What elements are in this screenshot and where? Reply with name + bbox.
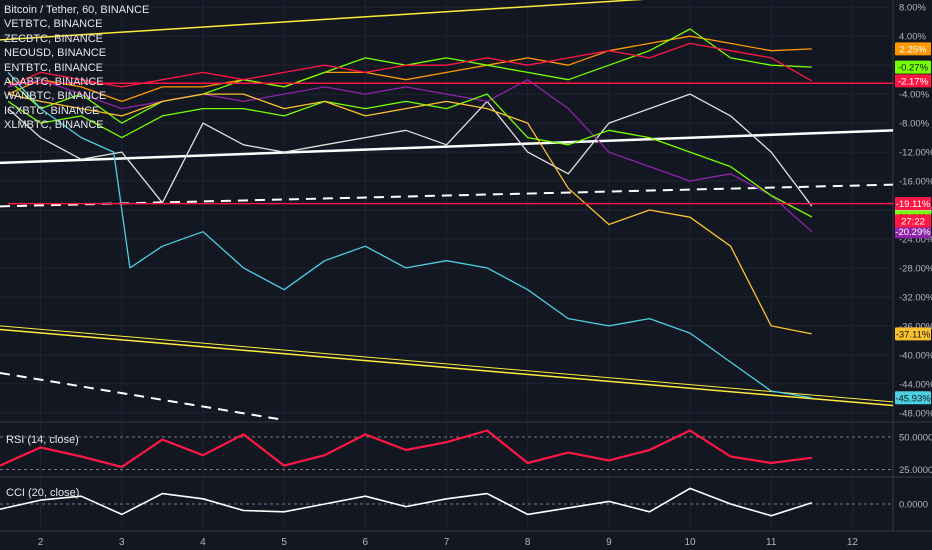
rsi-line: [0, 429, 812, 468]
x-tick-label: 5: [281, 537, 287, 548]
trend-line-white: [0, 129, 894, 165]
series-line-5: [7, 93, 813, 218]
x-tick-label: 10: [684, 537, 696, 548]
x-tick-label: 3: [119, 537, 125, 548]
x-tick-label: 12: [847, 537, 859, 548]
legend-title: Bitcoin / Tether, 60, BINANCE: [4, 4, 150, 16]
legend: Bitcoin / Tether, 60, BINANCE VETBTC, BI…: [4, 3, 149, 133]
x-tick-label: 6: [363, 537, 369, 548]
y-tick-label: -12.00%: [899, 148, 932, 159]
countdown-label: 27:22: [901, 216, 925, 227]
y-tick-label: -48.00%: [899, 408, 932, 419]
legend-item: ICXBTC, BINANCE: [4, 104, 100, 117]
series-line-0: [7, 35, 812, 103]
trend-line-white-dashed: [0, 183, 894, 208]
x-tick-label: 9: [606, 537, 612, 548]
series-line-4: [7, 79, 813, 233]
legend-item: XLMBTC, BINANCE: [4, 119, 104, 132]
x-tick-label: 7: [444, 537, 450, 548]
last-value-badge: [895, 74, 931, 88]
trend-line-white-dashed-lower: [0, 371, 285, 421]
y-tick-label: -40.00%: [899, 350, 932, 361]
series-line-3: [7, 93, 813, 207]
y-tick-label: 50.0000: [899, 433, 932, 444]
y-tick-label: -28.00%: [899, 263, 932, 274]
legend-item: ZECBTC, BINANCE: [4, 32, 104, 45]
series-line-6: [7, 93, 812, 335]
y-tick-label: -44.00%: [899, 379, 932, 390]
trend-line-lower-yellow-2: [0, 325, 894, 403]
last-value-badge: [895, 60, 931, 74]
last-value-badge: [895, 391, 931, 405]
series-line-7: [7, 71, 812, 399]
series-line-2: [7, 42, 813, 88]
last-value-label: -2.17%: [898, 76, 929, 87]
y-tick-label: 25.0000: [899, 465, 932, 476]
countdown-badge: [895, 214, 931, 228]
last-value-badge: [895, 327, 931, 341]
y-tick-label: -32.00%: [899, 292, 932, 303]
last-value-label: -20.29%: [895, 227, 931, 238]
legend-item: VETBTC, BINANCE: [4, 18, 103, 31]
last-value-badge: [895, 197, 931, 211]
y-tick-label: -36.00%: [899, 321, 932, 332]
last-value-label: -45.93%: [895, 393, 931, 404]
legend-item: NEOUSD, BINANCE: [4, 47, 107, 60]
last-value-badge: [895, 225, 931, 239]
x-tick-label: 8: [525, 537, 531, 548]
rsi-label: RSI (14, close): [6, 434, 79, 446]
x-tick-label: 4: [200, 537, 206, 548]
last-value-label: -0.27%: [898, 63, 929, 74]
last-value-badge: [895, 42, 931, 56]
x-tick-label: 11: [766, 537, 777, 548]
x-tick-label: 2: [38, 537, 44, 548]
cci-line: [0, 487, 813, 517]
last-value-label: -37.11%: [896, 329, 931, 340]
y-tick-label: -16.00%: [899, 177, 932, 188]
legend-item: ADABTC, BINANCE: [4, 76, 104, 89]
cci-label: CCI (20, close): [6, 487, 80, 499]
last-value-label: 2.25%: [900, 44, 927, 55]
legend-item: ENTBTC, BINANCE: [4, 61, 104, 74]
trend-line-upper-yellow: [0, 0, 645, 41]
y-tick-label: 8.00%: [899, 3, 926, 14]
y-tick-label: 4.00%: [899, 32, 926, 43]
y-tick-label: -24.00%: [899, 234, 932, 245]
y-tick-label: -4.00%: [899, 90, 930, 101]
y-tick-label: -8.00%: [899, 119, 930, 130]
trend-line-lower-yellow: [0, 328, 894, 407]
legend-item: WANBTC, BINANCE: [4, 90, 107, 103]
y-tick-label: 0.0000: [899, 500, 928, 511]
last-value-label: -19.11%: [896, 199, 931, 210]
